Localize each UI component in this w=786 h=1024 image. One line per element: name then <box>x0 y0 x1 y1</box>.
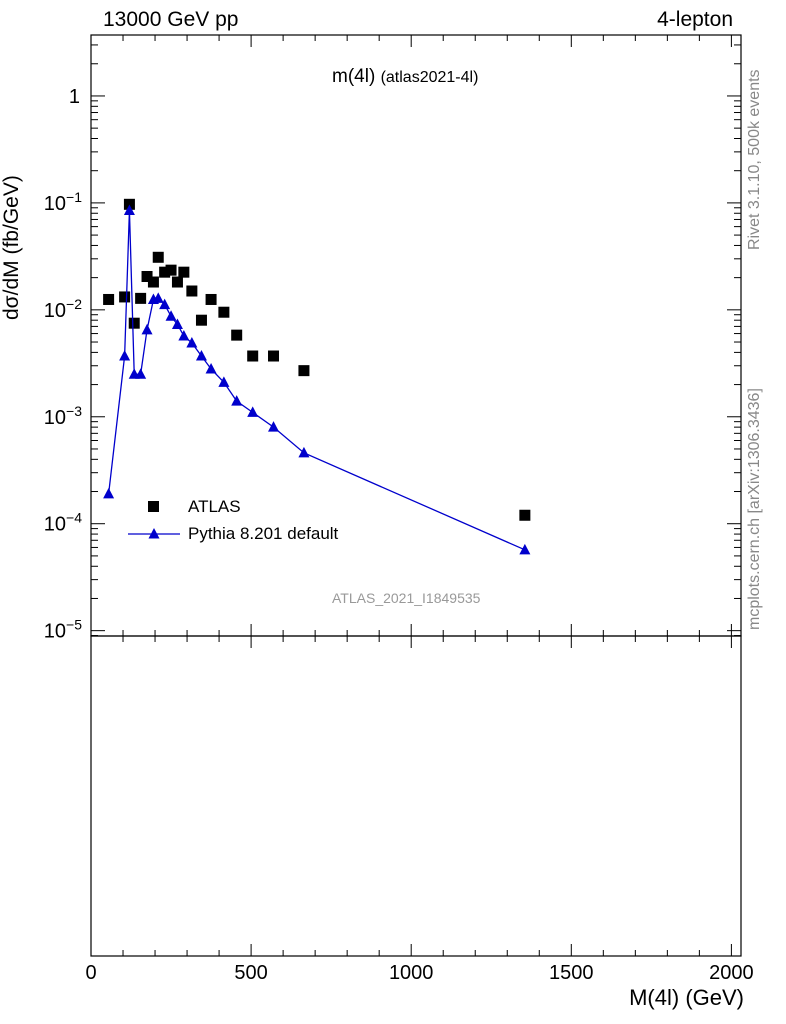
energy-label: 13000 GeV pp <box>103 8 239 31</box>
pythia-data-point <box>186 336 198 348</box>
pythia-data-point <box>231 395 243 406</box>
atlas-data-point <box>152 251 164 263</box>
atlas-data-point <box>141 270 153 282</box>
legend-atlas-marker <box>148 501 159 512</box>
pythia-data-point <box>218 376 230 387</box>
atlas-data-point <box>195 314 207 326</box>
pythia-data-point <box>165 310 177 321</box>
atlas-data-point <box>231 329 243 341</box>
atlas-data-point <box>268 350 280 362</box>
y-tick-label: 10−4 <box>44 510 82 536</box>
x-tick-label: 0 <box>85 962 96 984</box>
y-axis-ticks <box>91 44 741 637</box>
pythia-data-point <box>123 204 135 215</box>
atlas-data-point <box>171 276 183 288</box>
atlas-data-point <box>159 266 171 278</box>
atlas-data-point <box>178 266 190 278</box>
pythia-mc-series <box>103 204 531 555</box>
plot-title-main: m(4l) <box>332 66 376 87</box>
pythia-data-point <box>103 487 115 499</box>
atlas-data-series <box>103 198 531 521</box>
plot-title-sub: (atlas2021-4l) <box>380 69 479 86</box>
atlas-data-point <box>119 291 131 303</box>
pythia-data-point <box>205 362 217 374</box>
atlas-data-point <box>186 285 198 297</box>
plot-title: m(4l) (atlas2021-4l) <box>332 66 478 88</box>
atlas-data-point <box>165 264 177 276</box>
atlas-data-point <box>123 198 135 210</box>
atlas-data-point <box>147 276 159 288</box>
process-label: 4-lepton <box>657 8 733 31</box>
atlas-data-point <box>135 292 147 304</box>
atlas-data-point <box>218 306 230 318</box>
pythia-data-point <box>119 350 131 361</box>
legend-pythia-marker <box>148 528 160 539</box>
atlas-data-point <box>205 293 217 305</box>
pythia-data-point <box>298 446 310 458</box>
x-tick-label: 2000 <box>709 962 754 984</box>
ratio-plot-frame <box>90 635 742 957</box>
pythia-data-point <box>152 292 164 303</box>
pythia-data-point <box>141 323 153 335</box>
pythia-data-point <box>171 318 183 329</box>
atlas-data-point <box>103 293 115 305</box>
pythia-data-point <box>135 368 147 379</box>
atlas-data-point <box>519 509 531 521</box>
atlas-data-point <box>298 365 310 377</box>
pythia-data-point <box>159 298 171 310</box>
legend: ATLAS Pythia 8.201 default <box>128 497 339 543</box>
x-tick-label: 500 <box>234 962 267 984</box>
y-tick-label: 10−2 <box>44 296 82 322</box>
analysis-watermark: ATLAS_2021_I1849535 <box>332 590 481 606</box>
pythia-data-point <box>195 350 207 361</box>
pythia-data-point <box>247 406 259 417</box>
legend-atlas-label: ATLAS <box>188 497 241 516</box>
pythia-data-point <box>268 421 280 432</box>
y-tick-label: 10−3 <box>44 403 82 429</box>
atlas-data-point <box>247 350 259 362</box>
pythia-data-point <box>519 543 531 555</box>
main-plot-frame <box>90 34 742 637</box>
pythia-line <box>107 210 526 551</box>
atlas-data-point <box>128 317 140 329</box>
y-tick-label: 10−1 <box>44 189 82 215</box>
x-axis-label: M(4l) (GeV) <box>629 985 744 1010</box>
x-tick-label: 1500 <box>549 962 594 984</box>
x-axis-ticks <box>90 35 732 956</box>
legend-pythia-label: Pythia 8.201 default <box>188 524 339 543</box>
pythia-data-point <box>178 329 190 341</box>
y-tick-label: 10−5 <box>44 617 82 643</box>
x-tick-label: 1000 <box>389 962 434 984</box>
y-tick-label: 1 <box>69 86 80 108</box>
